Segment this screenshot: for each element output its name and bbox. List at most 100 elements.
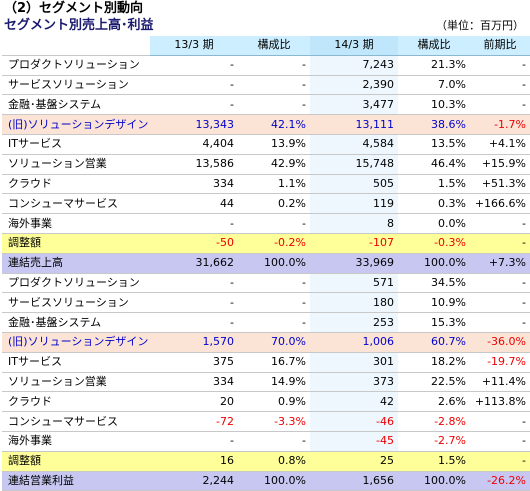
yoy-change: -36.0% bbox=[470, 332, 530, 353]
value-fy14: 505 bbox=[310, 174, 398, 195]
ratio-fy14: 13.5% bbox=[398, 134, 470, 155]
row-label: ソリューション営業 bbox=[2, 154, 150, 175]
ratio-fy13: - bbox=[238, 213, 310, 234]
table-row: ソリューション営業 334 14.9% 373 22.5% +11.4% bbox=[2, 372, 530, 393]
row-label: 調整額 bbox=[2, 233, 150, 254]
ratio-fy13: 1.1% bbox=[238, 174, 310, 195]
row-label: プロダクトソリューション bbox=[2, 273, 150, 294]
header-ratio13: 構成比 bbox=[238, 36, 310, 56]
value-fy14: 15,748 bbox=[310, 154, 398, 175]
table-row: ソリューション営業 13,586 42.9% 15,748 46.4% +15.9% bbox=[2, 154, 530, 175]
yoy-change: -1.7% bbox=[470, 114, 530, 135]
value-fy14: 1,006 bbox=[310, 332, 398, 353]
value-fy13: 375 bbox=[150, 352, 238, 373]
value-fy14: 253 bbox=[310, 312, 398, 333]
yoy-change: - bbox=[470, 55, 530, 76]
ratio-fy14: 21.3% bbox=[398, 55, 470, 76]
ratio-fy13: 100.0% bbox=[238, 471, 310, 491]
yoy-change: +7.3% bbox=[470, 253, 530, 274]
value-fy14: -107 bbox=[310, 233, 398, 254]
yoy-change: -19.7% bbox=[470, 352, 530, 373]
value-fy14: 33,969 bbox=[310, 253, 398, 274]
row-label: 連結売上高 bbox=[2, 253, 150, 274]
yoy-change: +4.1% bbox=[470, 134, 530, 155]
yoy-change: - bbox=[470, 75, 530, 96]
ratio-fy14: 1.5% bbox=[398, 174, 470, 195]
value-fy13: - bbox=[150, 75, 238, 96]
unit-label: （単位：百万円） bbox=[436, 19, 524, 32]
ratio-fy14: 2.6% bbox=[398, 391, 470, 413]
ratio-fy14: 0.0% bbox=[398, 213, 470, 234]
row-label: コンシューマサービス bbox=[2, 193, 150, 215]
value-fy14: 42 bbox=[310, 391, 398, 413]
row-label: プロダクトソリューション bbox=[2, 55, 150, 76]
ratio-fy13: -0.2% bbox=[238, 233, 310, 254]
header-fy14: 14/3 期 bbox=[310, 36, 398, 56]
ratio-fy13: - bbox=[238, 55, 310, 76]
ratio-fy13: - bbox=[238, 292, 310, 314]
value-fy14: 373 bbox=[310, 372, 398, 393]
row-label: 調整額 bbox=[2, 451, 150, 472]
section-title: （2）セグメント別動向 bbox=[4, 1, 144, 16]
value-fy14: 25 bbox=[310, 451, 398, 472]
yoy-change: - bbox=[470, 273, 530, 294]
value-fy13: - bbox=[150, 431, 238, 452]
value-fy13: -50 bbox=[150, 233, 238, 254]
ratio-fy13: 0.8% bbox=[238, 451, 310, 472]
header-row: 13/3 期 構成比 14/3 期 構成比 前期比 bbox=[2, 36, 530, 56]
ratio-fy14: 0.3% bbox=[398, 193, 470, 215]
ratio-fy14: 100.0% bbox=[398, 471, 470, 491]
ratio-fy14: 46.4% bbox=[398, 154, 470, 175]
yoy-change: +166.6% bbox=[470, 193, 530, 215]
value-fy13: - bbox=[150, 312, 238, 333]
ratio-fy13: - bbox=[238, 431, 310, 452]
value-fy14: 1,656 bbox=[310, 471, 398, 491]
row-label: サービスソリューション bbox=[2, 292, 150, 314]
ratio-fy14: 60.7% bbox=[398, 332, 470, 353]
table-row: ITサービス 375 16.7% 301 18.2% -19.7% bbox=[2, 352, 530, 373]
value-fy14: 571 bbox=[310, 273, 398, 294]
row-label: (旧)ソリューションデザイン bbox=[2, 332, 150, 353]
ratio-fy13: 42.1% bbox=[238, 114, 310, 135]
row-label: 海外事業 bbox=[2, 213, 150, 234]
ratio-fy14: 7.0% bbox=[398, 75, 470, 96]
ratio-fy13: - bbox=[238, 273, 310, 294]
value-fy13: 44 bbox=[150, 193, 238, 215]
yoy-change: +51.3% bbox=[470, 174, 530, 195]
value-fy14: 8 bbox=[310, 213, 398, 234]
ratio-fy14: 34.5% bbox=[398, 273, 470, 294]
value-fy14: -45 bbox=[310, 431, 398, 452]
table-body: プロダクトソリューション - -7,243 21.3% - サービスソリューション - -2,… bbox=[2, 55, 530, 491]
row-label: (旧)ソリューションデザイン bbox=[2, 114, 150, 135]
row-label: サービスソリューション bbox=[2, 75, 150, 96]
row-label: コンシューマサービス bbox=[2, 411, 150, 432]
value-fy13: 16 bbox=[150, 451, 238, 472]
value-fy13: 20 bbox=[150, 391, 238, 413]
yoy-change: - bbox=[470, 94, 530, 116]
yoy-change: +11.4% bbox=[470, 372, 530, 393]
table-row: 金融･基盤システム - -253 15.3% - bbox=[2, 312, 530, 333]
ratio-fy14: 10.3% bbox=[398, 94, 470, 116]
table-row: クラウド 20 0.9% 42 2.6% +113.8% bbox=[2, 391, 530, 413]
ratio-fy14: -2.8% bbox=[398, 411, 470, 432]
value-fy13: - bbox=[150, 292, 238, 314]
value-fy14: -46 bbox=[310, 411, 398, 432]
row-label: 金融･基盤システム bbox=[2, 312, 150, 333]
value-fy13: 2,244 bbox=[150, 471, 238, 491]
table-row: 海外事業 - - -45 -2.7% - bbox=[2, 431, 530, 452]
value-fy14: 301 bbox=[310, 352, 398, 373]
value-fy13: 13,586 bbox=[150, 154, 238, 175]
header-fy13: 13/3 期 bbox=[150, 36, 238, 56]
value-fy13: 1,570 bbox=[150, 332, 238, 353]
value-fy14: 4,584 bbox=[310, 134, 398, 155]
ratio-fy13: 16.7% bbox=[238, 352, 310, 373]
value-fy13: 334 bbox=[150, 372, 238, 393]
ratio-fy13: 0.9% bbox=[238, 391, 310, 413]
row-label: 金融･基盤システム bbox=[2, 94, 150, 116]
ratio-fy14: -2.7% bbox=[398, 431, 470, 452]
table-row: 海外事業 - -8 0.0% - bbox=[2, 213, 530, 234]
yoy-change: +113.8% bbox=[470, 391, 530, 413]
row-label: クラウド bbox=[2, 174, 150, 195]
row-label: ITサービス bbox=[2, 352, 150, 373]
header-yoy: 前期比 bbox=[470, 36, 530, 56]
